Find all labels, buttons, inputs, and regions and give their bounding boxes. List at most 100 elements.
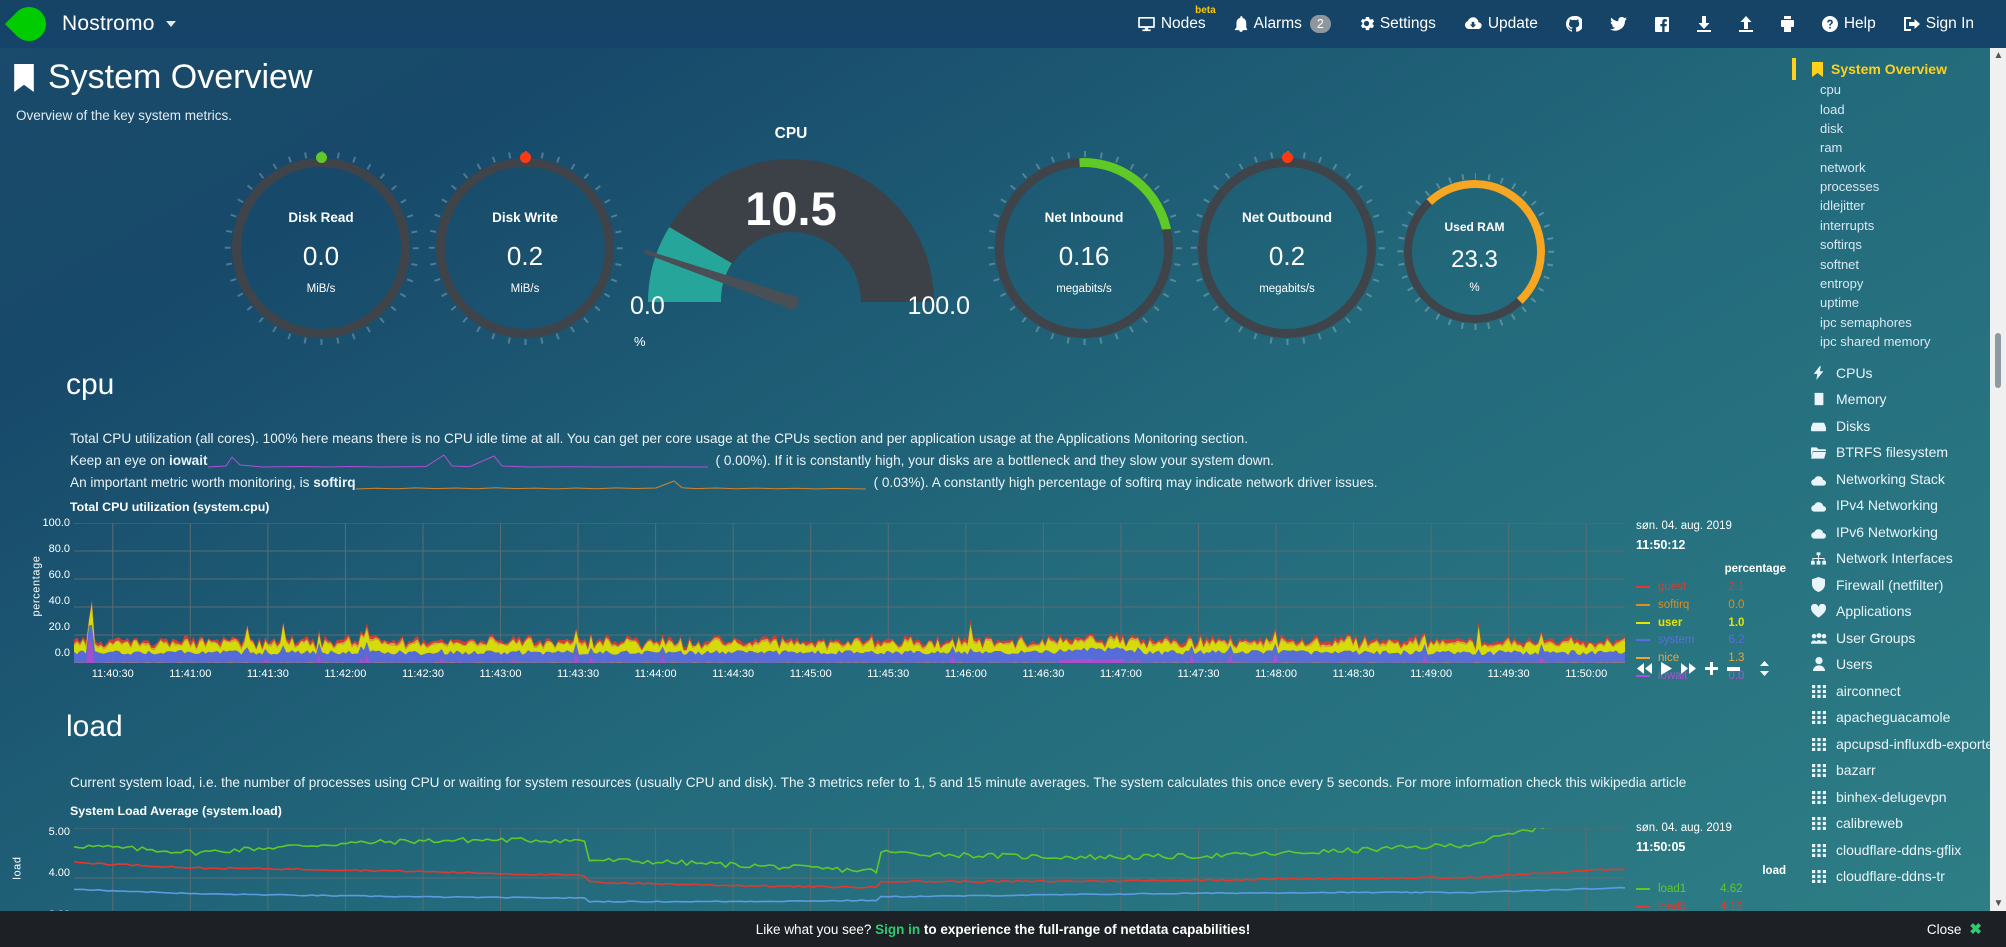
nav-export[interactable] bbox=[1725, 0, 1767, 48]
sidebar-item-user-groups[interactable]: User Groups bbox=[1790, 625, 2006, 652]
sidebar-item-processes[interactable]: processes bbox=[1820, 179, 1880, 195]
nav-update[interactable]: Update bbox=[1450, 0, 1552, 48]
legend-row[interactable]: system 6.2 bbox=[1636, 632, 1744, 650]
facebook-icon bbox=[1654, 16, 1669, 32]
sidebar-item-apcupsd-influxdb-exporter[interactable]: apcupsd-influxdb-exporter bbox=[1790, 731, 2006, 758]
scroll-down-arrow[interactable]: ▼ bbox=[1993, 898, 2004, 909]
sidebar-item-ipv4-networking[interactable]: IPv4 Networking bbox=[1790, 493, 2006, 520]
sidebar-item-ipv6-networking[interactable]: IPv6 Networking bbox=[1790, 519, 2006, 546]
banner-signin-link[interactable]: Sign in bbox=[875, 921, 921, 937]
legend-row[interactable]: iowait 0.0 bbox=[1636, 668, 1744, 686]
ytick: 40.0 bbox=[48, 595, 70, 608]
play-icon[interactable] bbox=[1661, 662, 1672, 676]
resize-icon[interactable] bbox=[1759, 661, 1770, 677]
gauge-cpu[interactable]: CPU 10.5 0.0 % 100.0 bbox=[630, 125, 970, 349]
sidebar-item-networking-stack[interactable]: Networking Stack bbox=[1790, 466, 2006, 493]
chart-cpu-plot[interactable] bbox=[74, 523, 1625, 664]
nav-facebook[interactable] bbox=[1641, 0, 1683, 48]
gauge-label: Net Outbound bbox=[1242, 210, 1332, 225]
sidebar-item-firewall-netfilter[interactable]: Firewall (netfilter) bbox=[1790, 572, 2006, 599]
sidebar-item-network-interfaces[interactable]: Network Interfaces bbox=[1790, 546, 2006, 573]
legend-row[interactable]: load1 4.62 bbox=[1636, 881, 1743, 899]
nav-nodes-label: Nodes bbox=[1160, 15, 1206, 32]
sidebar-scroll-track[interactable]: ▲ ▼ bbox=[1990, 48, 2006, 911]
legend-row[interactable]: load5 4.16 bbox=[1636, 899, 1743, 917]
sidebar-item-softirqs[interactable]: softirqs bbox=[1820, 237, 1862, 253]
sidebar-item-disks[interactable]: Disks bbox=[1790, 413, 2006, 440]
scroll-up-arrow[interactable]: ▲ bbox=[1993, 50, 2004, 61]
nav-settings[interactable]: Settings bbox=[1345, 0, 1450, 48]
gauge-disk-write[interactable]: Disk Write 0.2 MiB/s bbox=[428, 151, 623, 345]
gauge-used-ram[interactable]: Used RAM 23.3 % bbox=[1396, 173, 1554, 330]
legend-row[interactable]: guest 2.1 bbox=[1636, 579, 1744, 597]
chart-system-cpu[interactable]: percentage 100.0 80.0 60.0 40.0 20.0 0.0… bbox=[0, 516, 1786, 682]
sidebar-item-label: User Groups bbox=[1836, 629, 1916, 646]
sidebar-item-ipc-semaphores[interactable]: ipc semaphores bbox=[1820, 314, 1912, 330]
chart-cpu-title: Total CPU utilization (system.cpu) bbox=[70, 500, 270, 515]
legend-series-name: iowait bbox=[1658, 670, 1688, 683]
sidebar-item-disk[interactable]: disk bbox=[1820, 120, 1844, 136]
sidebar-item-cpu[interactable]: cpu bbox=[1820, 82, 1841, 98]
sidebar-item-apacheguacamole[interactable]: apacheguacamole bbox=[1790, 705, 2006, 732]
nav-twitter[interactable] bbox=[1596, 0, 1641, 48]
legend-series-value: 4.62 bbox=[1720, 883, 1743, 896]
right-sidebar[interactable]: System Overview cpu load disk ram network pro… bbox=[1790, 48, 2006, 911]
gauge-net-outbound[interactable]: Net Outbound 0.2 megabits/s bbox=[1190, 151, 1385, 345]
nav-help[interactable]: Help bbox=[1808, 0, 1890, 48]
sidebar-item-ram[interactable]: ram bbox=[1820, 140, 1843, 156]
sidebar-item-interrupts[interactable]: interrupts bbox=[1820, 217, 1875, 233]
nav-alarms[interactable]: Alarms 2 bbox=[1220, 0, 1345, 48]
banner-close-button[interactable]: Close ✖ bbox=[1927, 920, 1982, 938]
sidebar-item-network[interactable]: network bbox=[1820, 159, 1866, 175]
zoom-out-icon[interactable] bbox=[1727, 666, 1740, 671]
netdata-logo-icon[interactable] bbox=[4, 0, 54, 49]
sidebar-item-calibreweb[interactable]: calibreweb bbox=[1790, 811, 2006, 838]
sidebar-item-users[interactable]: Users bbox=[1790, 652, 2006, 679]
chart-cpu-yaxis: 100.0 80.0 60.0 40.0 20.0 0.0 bbox=[20, 516, 70, 660]
sidebar-item-memory[interactable]: Memory bbox=[1790, 387, 2006, 414]
sidebar-scrollbar-thumb[interactable] bbox=[1995, 333, 2001, 388]
sidebar-item-load[interactable]: load bbox=[1820, 101, 1845, 117]
sidebar-item-cloudflare-ddns-tr[interactable]: cloudflare-ddns-tr bbox=[1790, 864, 2006, 891]
sidebar-item-bazarr[interactable]: bazarr bbox=[1790, 758, 2006, 785]
sidebar-item-airconnect[interactable]: airconnect bbox=[1790, 678, 2006, 705]
sidebar-item-softnet[interactable]: softnet bbox=[1820, 256, 1860, 272]
gauge-cpu-unit: % bbox=[634, 334, 646, 349]
nav-import[interactable] bbox=[1683, 0, 1725, 48]
nav-signin-label: Sign In bbox=[1925, 15, 1974, 32]
nav-print[interactable] bbox=[1767, 0, 1808, 48]
print-icon bbox=[1780, 16, 1794, 32]
node-name-dropdown[interactable]: Nostromo bbox=[62, 12, 176, 36]
sidebar-item-entropy[interactable]: entropy bbox=[1820, 275, 1864, 291]
rewind-icon[interactable] bbox=[1637, 663, 1652, 675]
sidebar-item-idlejitter[interactable]: idlejitter bbox=[1820, 198, 1865, 214]
legend-row[interactable]: softirq 0.0 bbox=[1636, 597, 1744, 615]
sidebar-item-applications[interactable]: Applications bbox=[1790, 599, 2006, 626]
sidebar-sub-items: cpu load disk ram network processes idlejitter… bbox=[1790, 80, 2006, 351]
sidebar-item-system-overview[interactable]: System Overview bbox=[1792, 58, 2006, 80]
gauge-net-inbound[interactable]: Net Inbound 0.16 megabits/s bbox=[987, 151, 1182, 345]
forward-icon[interactable] bbox=[1681, 663, 1696, 675]
nav-signin[interactable]: Sign In bbox=[1890, 0, 1988, 48]
nav-github[interactable] bbox=[1552, 0, 1596, 48]
legend-row[interactable]: nice 1.3 bbox=[1636, 650, 1744, 668]
cpu-desc-line-1: Total CPU utilization (all cores). 100% … bbox=[70, 431, 1249, 446]
xtick: 11:49:30 bbox=[1487, 668, 1530, 681]
sidebar-item-cloudflare-ddns-gflix[interactable]: cloudflare-ddns-gflix bbox=[1790, 837, 2006, 864]
gauge-cpu-caption: CPU bbox=[774, 125, 808, 142]
sidebar-item-btrfs-filesystem[interactable]: BTRFS filesystem bbox=[1790, 440, 2006, 467]
ytick: 0.0 bbox=[54, 647, 70, 660]
sidebar-item-ipc-shared-memory[interactable]: ipc shared memory bbox=[1820, 334, 1931, 350]
gauge-disk-read[interactable]: Disk Read 0.0 MiB/s bbox=[224, 151, 419, 345]
sidebar-item-cpus[interactable]: CPUs bbox=[1790, 360, 2006, 387]
sidebar-item-uptime[interactable]: uptime bbox=[1820, 295, 1860, 311]
gauge-value: 23.3 bbox=[1451, 246, 1498, 273]
legend-unit: percentage bbox=[1724, 563, 1786, 576]
nav-nodes[interactable]: Nodes beta bbox=[1124, 0, 1220, 48]
memory-icon bbox=[1810, 391, 1827, 409]
sidebar-item-binhex-delugevpn[interactable]: binhex-delugevpn bbox=[1790, 784, 2006, 811]
zoom-in-icon[interactable] bbox=[1705, 662, 1718, 676]
legend-row[interactable]: user 1.0 bbox=[1636, 615, 1744, 633]
chart-cpu-legend: søn. 04. aug. 2019 11:50:12 percentage g… bbox=[1636, 518, 1786, 686]
close-icon[interactable]: ✖ bbox=[1969, 921, 1982, 938]
